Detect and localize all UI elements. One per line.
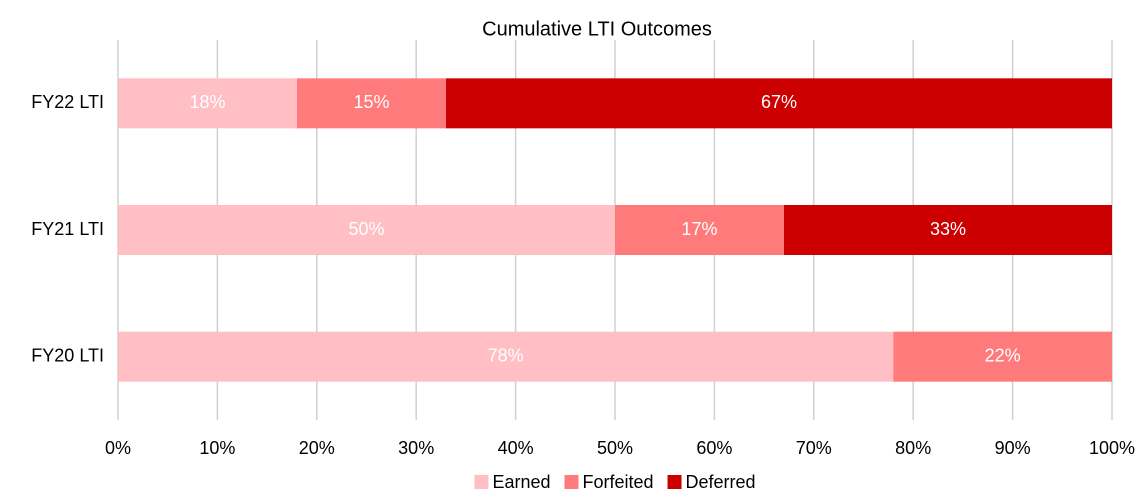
bar-segment (783, 205, 1112, 255)
x-tick-label: 20% (299, 438, 335, 458)
bar-segment (615, 205, 784, 255)
x-tick-label: 50% (597, 438, 633, 458)
bar-segment (893, 331, 1112, 382)
data-label: 50% (348, 219, 384, 239)
bar-segment (118, 78, 297, 129)
bar-segment (446, 78, 1112, 129)
x-tick-label: 10% (199, 438, 235, 458)
legend-label: Earned (492, 472, 550, 492)
x-tick-label: 90% (995, 438, 1031, 458)
bar-segment (296, 78, 447, 129)
data-label: 78% (488, 345, 524, 365)
legend-swatch (474, 475, 489, 489)
x-tick-label: 70% (796, 438, 832, 458)
data-label: 17% (681, 219, 717, 239)
x-tick-label: 80% (895, 438, 931, 458)
x-tick-label: 60% (696, 438, 732, 458)
x-tick-label: 40% (498, 438, 534, 458)
legend-label: Deferred (686, 472, 756, 492)
data-label: 22% (985, 345, 1021, 365)
y-tick-label: FY21 LTI (31, 219, 104, 239)
data-label: 67% (761, 92, 797, 112)
data-label: 15% (353, 92, 389, 112)
data-label: 33% (930, 219, 966, 239)
data-label: 18% (189, 92, 225, 112)
legend-swatch (667, 475, 682, 489)
legend-swatch (564, 475, 579, 489)
bar-segment (118, 331, 894, 382)
y-tick-label: FY20 LTI (31, 345, 104, 365)
legend-label: Forfeited (582, 472, 653, 492)
y-tick-label: FY22 LTI (31, 92, 104, 112)
chart-title: Cumulative LTI Outcomes (482, 18, 712, 40)
x-tick-label: 0% (105, 438, 131, 458)
bar-segment (118, 205, 615, 255)
x-tick-label: 100% (1089, 438, 1135, 458)
x-tick-label: 30% (398, 438, 434, 458)
